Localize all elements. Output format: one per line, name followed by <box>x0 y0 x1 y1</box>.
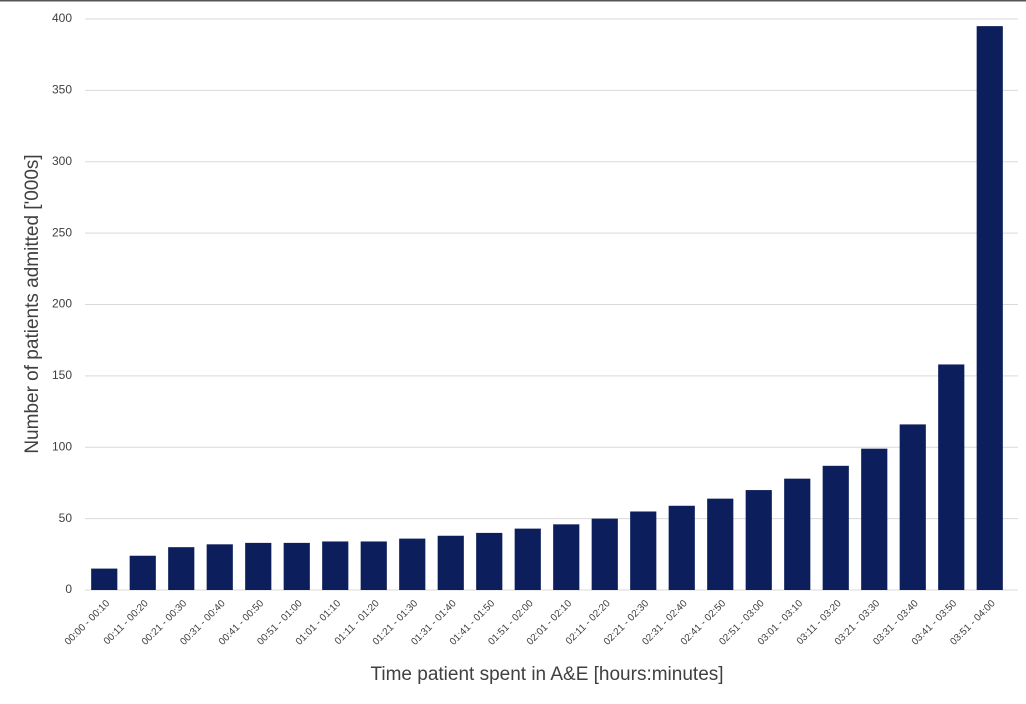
bar <box>822 465 849 590</box>
bar <box>437 535 464 590</box>
bar <box>360 541 387 590</box>
bar <box>745 490 772 590</box>
bar <box>514 528 541 590</box>
bar <box>591 518 618 590</box>
bar <box>938 364 965 590</box>
x-axis-label: Time patient spent in A&E [hours:minutes… <box>370 664 723 685</box>
bar <box>283 542 310 590</box>
y-tick-label: 350 <box>52 83 72 97</box>
bar <box>245 542 272 590</box>
y-tick-label: 100 <box>52 439 72 453</box>
y-tick-label: 150 <box>52 368 72 382</box>
y-axis-label: Number of patients admitted ['000s] <box>22 154 43 453</box>
bar <box>91 568 118 590</box>
bar <box>976 26 1003 590</box>
bar <box>630 511 657 590</box>
bar <box>399 538 426 590</box>
bar <box>322 541 349 590</box>
bar <box>707 498 734 590</box>
bar <box>668 505 695 590</box>
bar <box>168 547 195 590</box>
bar <box>129 555 156 590</box>
y-tick-label: 200 <box>52 297 72 311</box>
bar <box>206 544 233 590</box>
bar <box>476 532 503 590</box>
y-tick-label: 400 <box>52 11 72 25</box>
y-tick-label: 0 <box>65 582 72 596</box>
bar <box>784 478 811 590</box>
bar <box>553 524 580 590</box>
y-tick-label: 50 <box>59 511 73 525</box>
bar <box>899 424 926 590</box>
y-tick-label: 250 <box>52 225 72 239</box>
y-tick-label: 300 <box>52 154 72 168</box>
bar <box>861 448 888 590</box>
